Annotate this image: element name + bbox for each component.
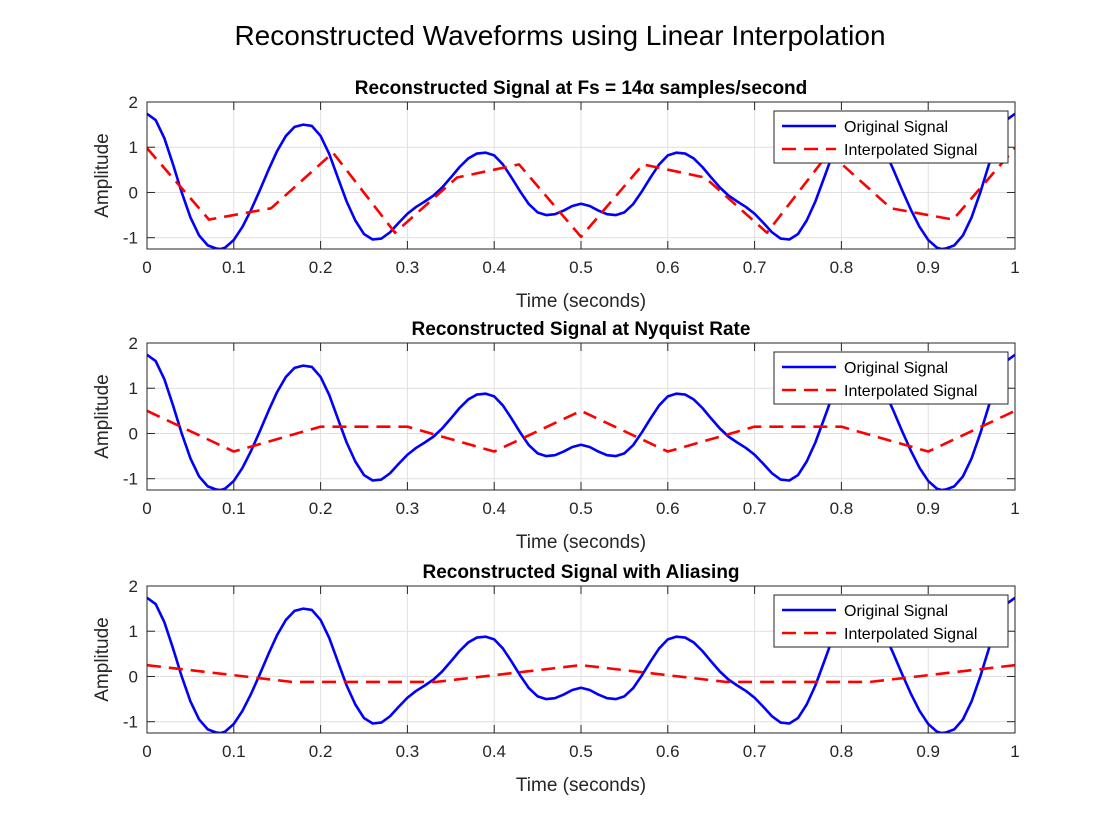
legend: Original Signal Interpolated Signal bbox=[773, 110, 1009, 164]
legend-label: Interpolated Signal bbox=[844, 383, 977, 400]
y-tick-label: 1 bbox=[129, 622, 138, 641]
y-axis-label: Amplitude bbox=[92, 133, 113, 218]
legend-label: Original Signal bbox=[844, 360, 948, 377]
subplot-title: Reconstructed Signal at Nyquist Rate bbox=[412, 319, 751, 340]
y-tick-label: 0 bbox=[129, 183, 138, 202]
x-tick-label: 0.8 bbox=[830, 499, 854, 518]
x-tick-label: 0.5 bbox=[569, 258, 593, 277]
x-tick-label: 0.2 bbox=[309, 499, 333, 518]
x-tick-label: 0.8 bbox=[830, 742, 854, 761]
y-tick-label: 2 bbox=[129, 93, 138, 112]
x-tick-label: 0.7 bbox=[743, 499, 767, 518]
legend: Original Signal Interpolated Signal bbox=[773, 351, 1009, 405]
x-tick-label: 0 bbox=[142, 742, 151, 761]
x-tick-label: 0.6 bbox=[656, 499, 680, 518]
subplot-2: Reconstructed Signal at Nyquist Rate 0 0.1… bbox=[92, 319, 1020, 553]
y-tick-label: 0 bbox=[129, 667, 138, 686]
legend-label: Original Signal bbox=[844, 603, 948, 620]
x-tick-label: 0.3 bbox=[396, 742, 420, 761]
x-tick-label: 0.8 bbox=[830, 258, 854, 277]
x-tick-label: 0.1 bbox=[222, 742, 246, 761]
x-tick-label: 0.3 bbox=[396, 258, 420, 277]
x-tick-label: 0.4 bbox=[482, 258, 506, 277]
subplots: Reconstructed Signal at Fs = 14α samples… bbox=[92, 78, 1020, 796]
subplot-3: Reconstructed Signal with Aliasing 0 0.1 0.… bbox=[92, 562, 1020, 796]
legend-label: Interpolated Signal bbox=[844, 626, 977, 643]
x-tick-label: 0.2 bbox=[309, 742, 333, 761]
y-tick-label: -1 bbox=[123, 713, 138, 732]
subplot-title: Reconstructed Signal with Aliasing bbox=[422, 562, 739, 583]
x-axis-label: Time (seconds) bbox=[516, 775, 646, 796]
x-tick-label: 0.4 bbox=[482, 742, 506, 761]
legend-box bbox=[773, 351, 1009, 405]
y-axis-label: Amplitude bbox=[92, 617, 113, 702]
x-tick-label: 0.2 bbox=[309, 258, 333, 277]
legend: Original Signal Interpolated Signal bbox=[773, 594, 1009, 648]
subplot-title: Reconstructed Signal at Fs = 14α samples… bbox=[355, 78, 808, 99]
y-tick-label: 1 bbox=[129, 379, 138, 398]
x-tick-label: 0.7 bbox=[743, 742, 767, 761]
x-tick-label: 0.6 bbox=[656, 742, 680, 761]
x-tick-label: 0.6 bbox=[656, 258, 680, 277]
x-tick-label: 0.5 bbox=[569, 499, 593, 518]
legend-label: Original Signal bbox=[844, 119, 948, 136]
x-tick-label: 0.9 bbox=[916, 499, 940, 518]
x-tick-label: 0 bbox=[142, 258, 151, 277]
x-axis-label: Time (seconds) bbox=[516, 291, 646, 312]
x-tick-label: 1 bbox=[1010, 499, 1019, 518]
y-tick-label: 0 bbox=[129, 424, 138, 443]
x-tick-label: 1 bbox=[1010, 258, 1019, 277]
legend-label: Interpolated Signal bbox=[844, 142, 977, 159]
x-axis-label: Time (seconds) bbox=[516, 532, 646, 553]
y-tick-label: -1 bbox=[123, 470, 138, 489]
legend-box bbox=[773, 110, 1009, 164]
x-tick-label: 0.9 bbox=[916, 742, 940, 761]
x-tick-label: 0.7 bbox=[743, 258, 767, 277]
y-tick-label: 2 bbox=[129, 334, 138, 353]
legend-box bbox=[773, 594, 1009, 648]
x-tick-label: 0.3 bbox=[396, 499, 420, 518]
x-tick-label: 0 bbox=[142, 499, 151, 518]
x-tick-label: 0.1 bbox=[222, 258, 246, 277]
subplot-1: Reconstructed Signal at Fs = 14α samples… bbox=[92, 78, 1020, 312]
interpolated-signal-line bbox=[147, 663, 1015, 684]
x-tick-label: 1 bbox=[1010, 742, 1019, 761]
x-tick-label: 0.9 bbox=[916, 258, 940, 277]
interpolated-signal-line bbox=[147, 409, 1015, 453]
figure-title: Reconstructed Waveforms using Linear Int… bbox=[234, 20, 885, 51]
x-tick-label: 0.5 bbox=[569, 742, 593, 761]
y-tick-label: -1 bbox=[123, 229, 138, 248]
y-axis-label: Amplitude bbox=[92, 374, 113, 459]
x-tick-label: 0.1 bbox=[222, 499, 246, 518]
interpolated-signal-line bbox=[147, 147, 1015, 239]
y-tick-label: 2 bbox=[129, 577, 138, 596]
y-tick-label: 1 bbox=[129, 138, 138, 157]
x-tick-label: 0.4 bbox=[482, 499, 506, 518]
